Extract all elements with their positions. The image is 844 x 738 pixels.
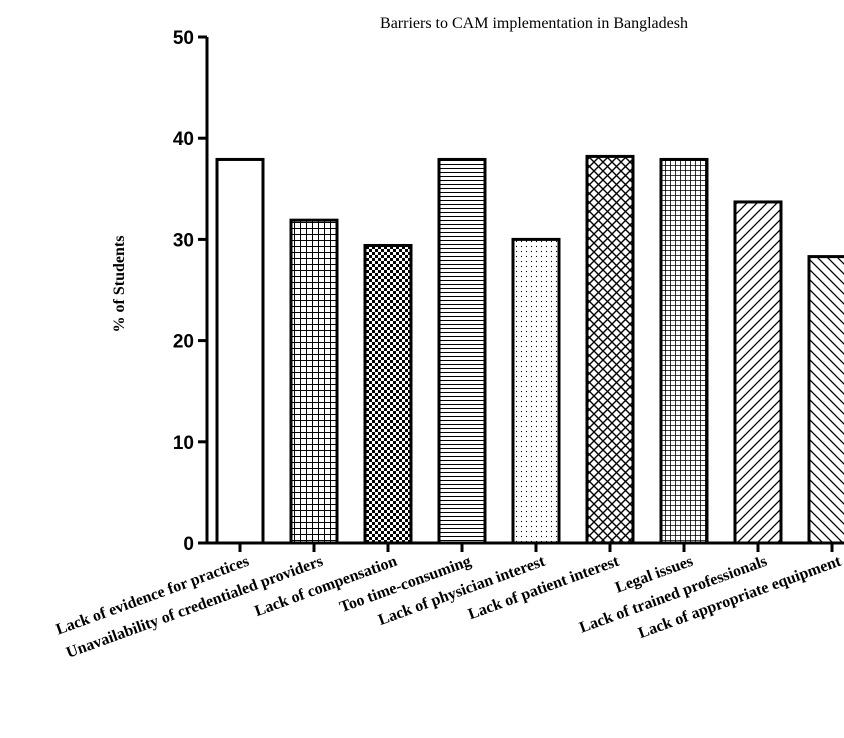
bar-5	[511, 237, 561, 545]
bar-3	[363, 243, 413, 545]
bar-2	[289, 218, 339, 545]
y-tick-label: 40	[173, 129, 194, 150]
y-tick-label: 10	[173, 433, 194, 454]
y-tick-label: 30	[173, 230, 194, 251]
y-axis-label: % of Students	[111, 236, 128, 333]
x-axis: Lack of evidence for practicesUnavailabi…	[54, 541, 844, 662]
y-axis: 0 10 20 30 40 50	[173, 28, 209, 555]
bar-4	[437, 157, 487, 545]
y-tick-label: 50	[173, 28, 194, 49]
bar-9	[807, 255, 844, 545]
bar-6	[585, 154, 635, 545]
bar-7	[659, 157, 709, 545]
bar-1	[215, 157, 265, 545]
bars	[215, 154, 844, 545]
y-tick-label: 0	[183, 534, 194, 555]
chart-title: Barriers to CAM implementation in Bangla…	[380, 15, 688, 32]
y-tick-label: 20	[173, 332, 194, 353]
bar-8	[733, 200, 783, 545]
